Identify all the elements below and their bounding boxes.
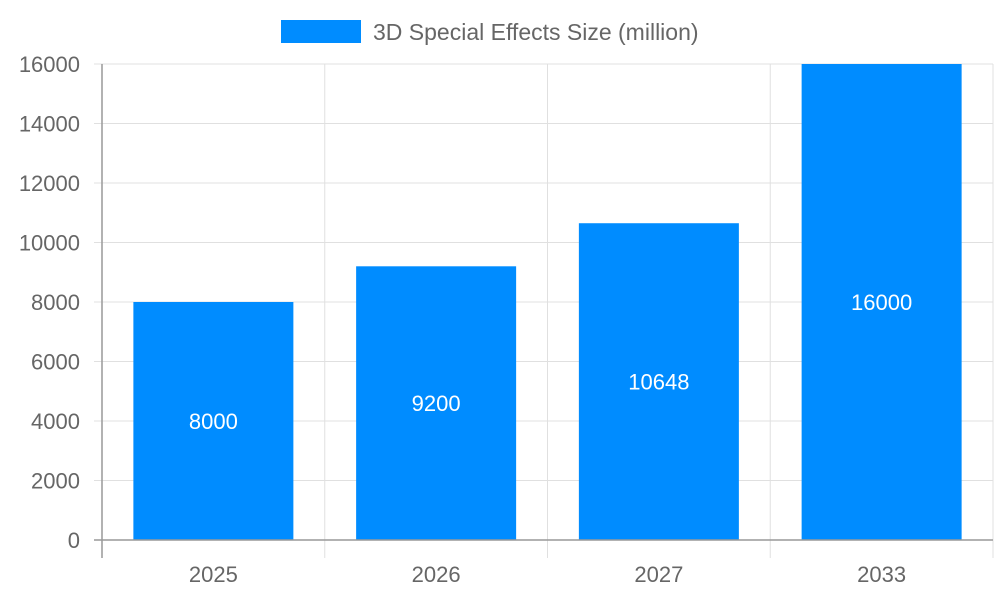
x-tick-label: 2033 — [857, 562, 906, 587]
data-label: 8000 — [189, 409, 238, 434]
y-tick-label: 0 — [68, 528, 80, 553]
data-label: 10648 — [628, 370, 689, 395]
x-tick-label: 2027 — [634, 562, 683, 587]
bars: 8000 9200 10648 16000 — [133, 64, 962, 541]
legend-label: 3D Special Effects Size (million) — [373, 19, 699, 45]
axes: 0 2000 4000 6000 8000 10000 12000 14000 16000 202… — [19, 52, 993, 587]
y-tick-label: 12000 — [19, 171, 80, 196]
y-tick-label: 2000 — [31, 469, 80, 494]
bar-2026 — [356, 266, 517, 540]
bar-2025 — [133, 302, 294, 540]
legend-swatch — [281, 20, 361, 43]
x-tick-label: 2025 — [189, 562, 238, 587]
y-tick-label: 6000 — [31, 350, 80, 375]
x-tick-label: 2026 — [412, 562, 461, 587]
data-label: 9200 — [412, 391, 461, 416]
bar-2027 — [578, 223, 739, 541]
bar-2033 — [801, 64, 962, 540]
data-label: 16000 — [851, 290, 912, 315]
y-tick-label: 4000 — [31, 409, 80, 434]
legend: 3D Special Effects Size (million) — [281, 19, 699, 45]
y-tick-label: 16000 — [19, 52, 80, 77]
y-tick-label: 10000 — [19, 231, 80, 256]
y-tick-label: 8000 — [31, 290, 80, 315]
y-tick-label: 14000 — [19, 112, 80, 137]
